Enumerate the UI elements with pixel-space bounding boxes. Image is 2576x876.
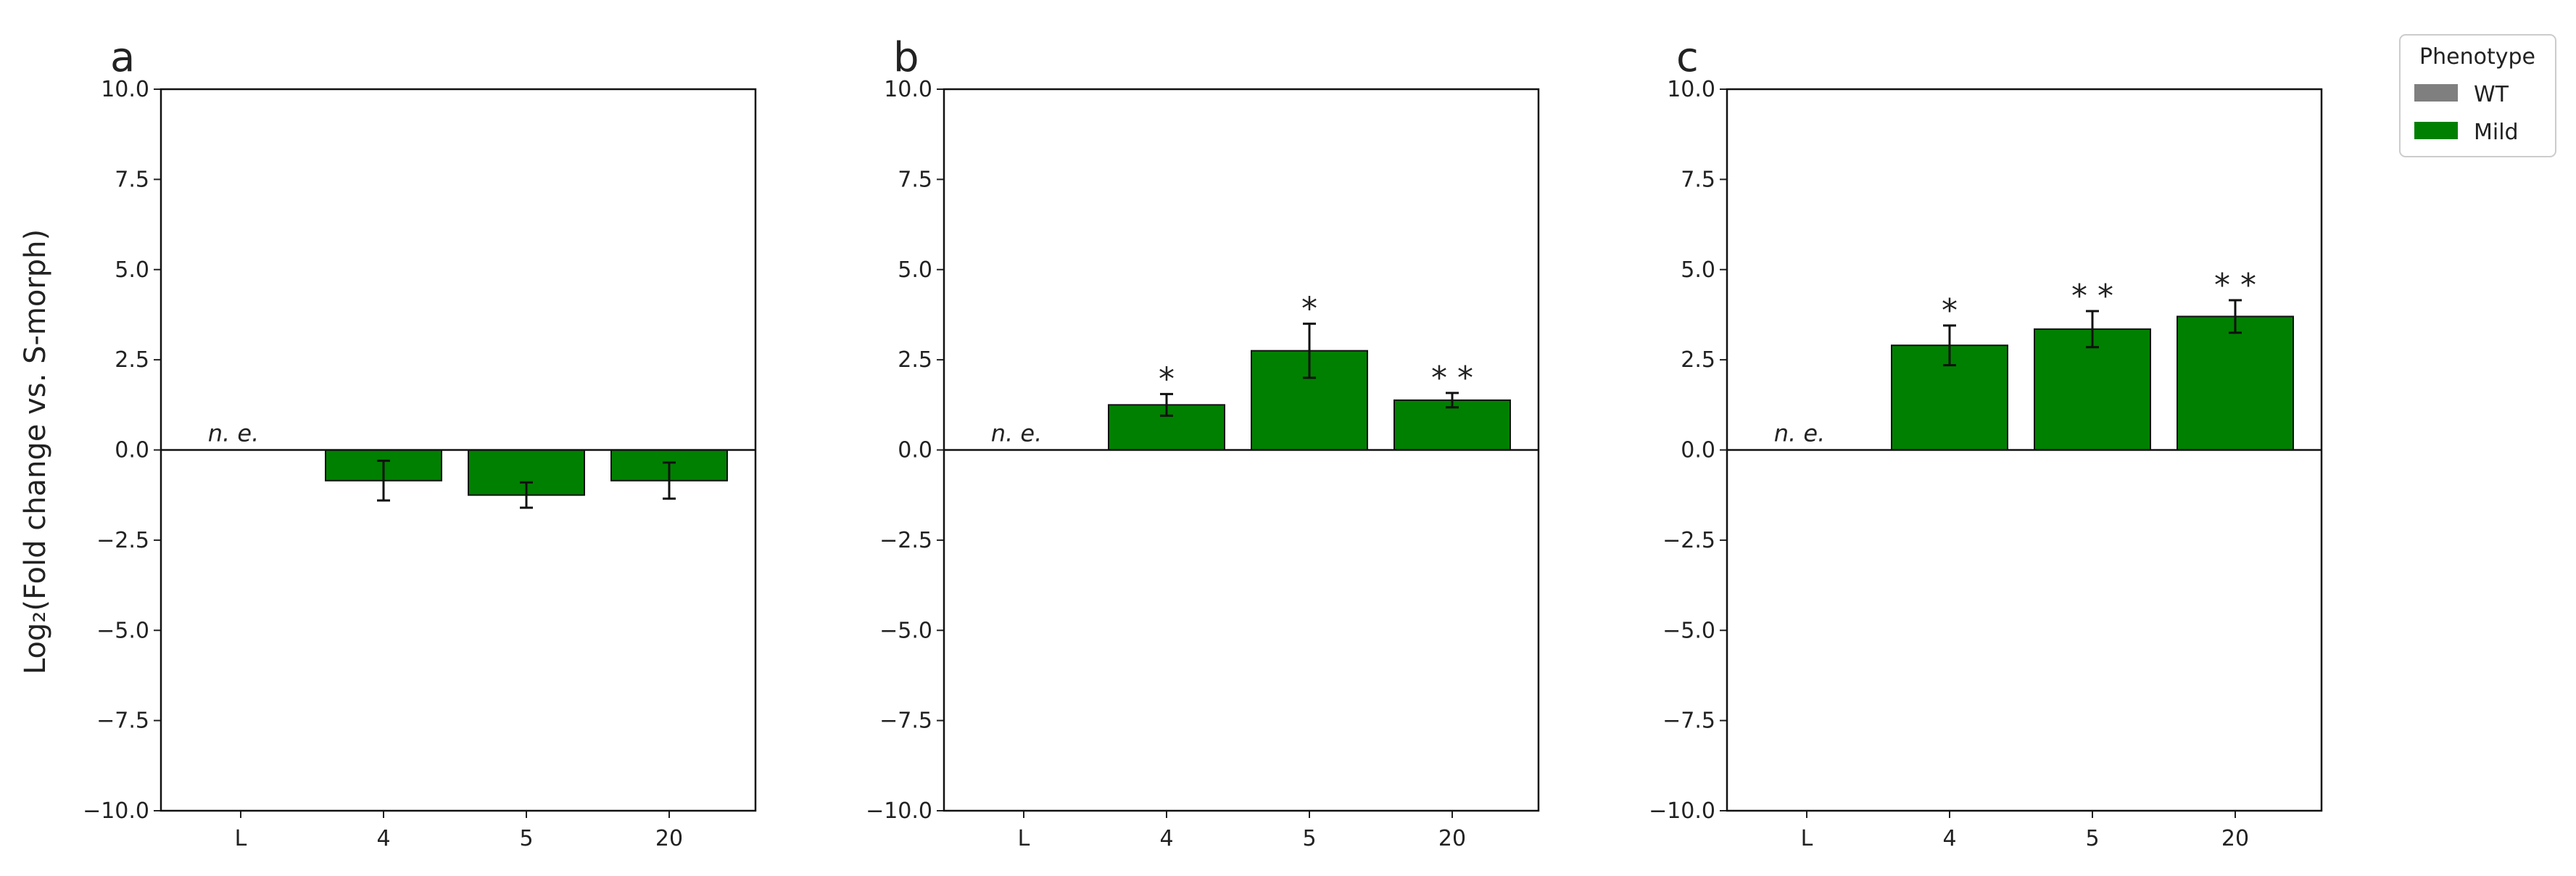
y-tick-label: 7.5	[115, 167, 149, 192]
y-tick-label: 2.5	[115, 347, 149, 373]
y-tick-label: −5.0	[879, 618, 932, 643]
significance-label: * *	[1431, 360, 1473, 397]
panel-letter: b	[893, 34, 919, 81]
y-tick-label: 5.0	[898, 257, 932, 283]
panel-b: b10.0 7.5 5.0 2.5 0.0 −2.5 −5.0 −7.5 −10.0 n. e. L…	[866, 34, 1540, 851]
plot-frame	[160, 88, 757, 812]
significance-label: *	[1159, 360, 1175, 397]
y-tick-label: −7.5	[96, 708, 149, 734]
panel-c: c10.0 7.5 5.0 2.5 0.0 −2.5 −5.0 −7.5 −10.0 n. e. L…	[1649, 34, 2323, 851]
legend: Phenotype WT Mild	[2399, 34, 2556, 157]
y-tick-label: 7.5	[898, 167, 932, 192]
y-tick-label: 2.5	[898, 347, 932, 373]
x-tick-label: 20	[655, 826, 683, 851]
y-tick-label: 10.0	[1667, 77, 1715, 102]
significance-label: *	[1942, 292, 1958, 329]
y-tick-label: −10.0	[866, 798, 932, 824]
y-tick-label: −10.0	[1649, 798, 1715, 824]
y-tick-label: 2.5	[1681, 347, 1715, 373]
y-tick-label: 10.0	[101, 77, 149, 102]
y-tick-label: −2.5	[96, 528, 149, 553]
legend-label-mild: Mild	[2474, 120, 2519, 145]
y-tick-label: 0.0	[1681, 438, 1715, 463]
x-tick-label: L	[1801, 826, 1813, 851]
y-tick-label: −2.5	[879, 528, 932, 553]
y-axis-label: Log₂(Fold change vs. S-morph)	[19, 229, 52, 674]
x-tick-label: 5	[2085, 826, 2099, 851]
x-tick-label: 4	[1159, 826, 1173, 851]
y-tick-label: 5.0	[115, 257, 149, 283]
panel-letter: a	[110, 34, 135, 81]
bar	[2177, 315, 2294, 451]
y-tick-label: 0.0	[115, 438, 149, 463]
x-tick-label: 5	[1302, 826, 1316, 851]
significance-label: *	[1301, 290, 1317, 327]
legend-label-wt: WT	[2474, 82, 2509, 107]
x-tick-label: 4	[376, 826, 390, 851]
plot-frame	[1726, 88, 2323, 812]
x-tick-label: 20	[1438, 826, 1466, 851]
panel-letter: c	[1676, 34, 1699, 81]
x-tick-label: 20	[2221, 826, 2249, 851]
y-tick-label: 0.0	[898, 438, 932, 463]
y-tick-label: −5.0	[96, 618, 149, 643]
y-tick-label: 10.0	[884, 77, 932, 102]
x-tick-label: 5	[519, 826, 533, 851]
x-tick-label: L	[1018, 826, 1030, 851]
y-tick-label: −2.5	[1662, 528, 1715, 553]
x-tick-label: 4	[1942, 826, 1956, 851]
x-tick-label: L	[235, 826, 247, 851]
y-tick-label: 5.0	[1681, 257, 1715, 283]
y-tick-label: −7.5	[1662, 708, 1715, 734]
panel-a: a10.0 7.5 5.0 2.5 0.0 −2.5 −5.0 −7.5 −10.0 n. e. L…	[83, 34, 757, 851]
annotation-not-expressed: n. e.	[208, 420, 259, 447]
bar	[2034, 328, 2151, 451]
y-tick-label: −7.5	[879, 708, 932, 734]
legend-swatch-wt	[2414, 84, 2458, 102]
plot-frame	[943, 88, 1540, 812]
significance-label: * *	[2214, 267, 2256, 304]
legend-title: Phenotype	[2419, 44, 2535, 70]
y-tick-label: −5.0	[1662, 618, 1715, 643]
y-tick-label: −10.0	[83, 798, 149, 824]
annotation-not-expressed: n. e.	[991, 420, 1042, 447]
legend-swatch-mild	[2414, 122, 2458, 139]
panels: a10.07.55.02.50.0−2.5−5.0−7.5−10.0n. e.L…	[83, 34, 2323, 851]
significance-label: * *	[2071, 278, 2113, 315]
annotation-not-expressed: n. e.	[1774, 420, 1825, 447]
y-tick-label: 7.5	[1681, 167, 1715, 192]
